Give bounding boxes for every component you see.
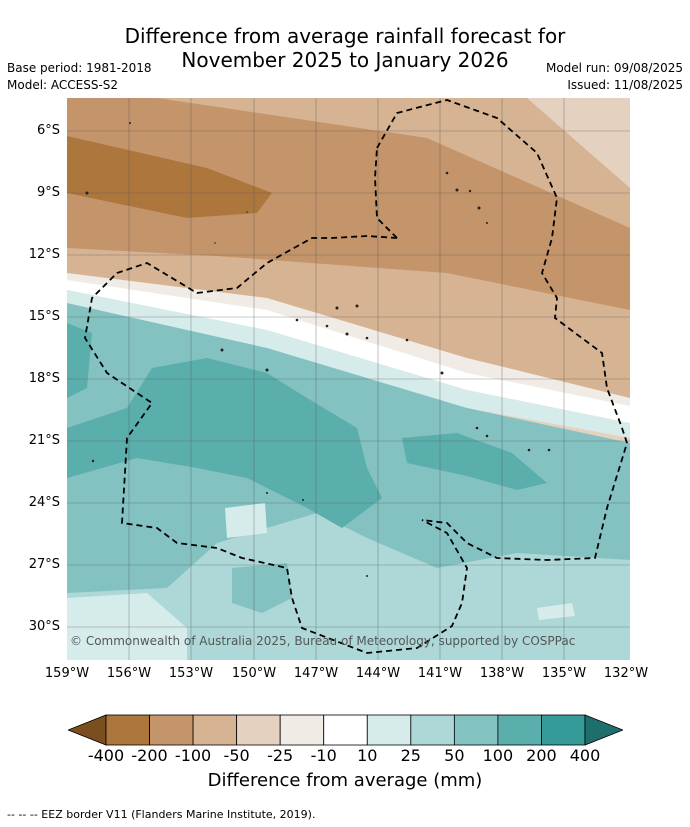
colorbar-tick-label: -200 — [131, 746, 168, 765]
lon-label: 135°W — [541, 666, 587, 681]
colorbar-segment — [410, 714, 455, 746]
colorbar-segment — [541, 714, 586, 746]
rainfall-map: © Commonwealth of Australia 2025, Bureau… — [67, 98, 630, 660]
lon-label: 147°W — [293, 666, 339, 681]
region-southeast-light — [537, 603, 575, 620]
band-slight-wet — [67, 290, 630, 438]
base-period: Base period: 1981-2018 — [7, 61, 152, 75]
meta-left: Base period: 1981-2018 Model: ACCESS-S2 — [7, 60, 152, 94]
colorbar-tick-label: -100 — [174, 746, 212, 765]
colorbar-tick-label: 50 — [444, 746, 465, 765]
region-teal-100-east — [402, 433, 547, 490]
region-light-box — [225, 503, 267, 538]
colorbar-segment — [105, 714, 150, 746]
colorbar-tick-label: 25 — [400, 746, 421, 765]
lon-label: 132°W — [603, 666, 649, 681]
lat-label: 21°S — [28, 433, 60, 448]
lon-label: 153°W — [168, 666, 214, 681]
lat-label: 24°S — [28, 495, 60, 510]
copyright-text: © Commonwealth of Australia 2025, Bureau… — [70, 634, 575, 648]
lat-label: 6°S — [36, 123, 60, 138]
title-line-1: Difference from average rainfall forecas… — [124, 24, 566, 48]
lat-label: 27°S — [28, 557, 60, 572]
colorbar-tick-label: -50 — [223, 746, 250, 765]
lon-label: 159°W — [44, 666, 90, 681]
region-lower-teal — [232, 563, 292, 613]
grid-lines — [67, 98, 630, 660]
colorbar-tick-label: 10 — [357, 746, 378, 765]
colorbar-segment — [323, 714, 368, 746]
colorbar-segment — [453, 714, 499, 746]
colorbar-right-arrow — [584, 714, 623, 746]
colorbar — [68, 714, 623, 746]
issued-date: Issued: 11/08/2025 — [567, 78, 683, 92]
lon-label: 150°W — [231, 666, 277, 681]
colorbar-segment — [366, 714, 412, 746]
lon-label: 156°W — [106, 666, 152, 681]
colorbar-tick-label: 200 — [526, 746, 557, 765]
colorbar-segment — [279, 714, 325, 746]
colorbar-segment — [497, 714, 542, 746]
lon-label: 144°W — [355, 666, 401, 681]
lat-label: 15°S — [28, 309, 60, 324]
lat-label: 12°S — [28, 247, 60, 262]
colorbar-segment — [149, 714, 194, 746]
model-run: Model run: 09/08/2025 — [545, 61, 683, 75]
lat-label: 9°S — [36, 185, 60, 200]
colorbar-segment — [192, 714, 238, 746]
model-name: Model: ACCESS-S2 — [7, 78, 119, 92]
colorbar-tick-label: 100 — [482, 746, 514, 765]
colorbar-tick-label: -25 — [267, 746, 294, 765]
colorbar-tick-label: -400 — [87, 746, 125, 765]
islands — [85, 122, 551, 577]
colorbar-left-arrow — [68, 714, 107, 746]
region-teal-100-central — [67, 358, 382, 528]
meta-right: Model run: 09/08/2025 Issued: 11/08/2025 — [546, 60, 683, 94]
colorbar-title: Difference from average (mm) — [207, 770, 483, 791]
lat-label: 30°S — [28, 619, 60, 634]
band-medium-brown — [67, 98, 630, 310]
lon-label: 141°W — [417, 666, 463, 681]
lat-label: 18°S — [28, 371, 60, 386]
region-southwest-light — [67, 593, 187, 660]
map-title: Difference from average rainfall forecas… — [0, 24, 690, 72]
title-line-2: November 2025 to January 2026 — [181, 48, 509, 72]
eez-footnote: -- -- -- EEZ border V11 (Flanders Marine… — [7, 808, 316, 821]
colorbar-segment — [236, 714, 281, 746]
colorbar-tick-label: -10 — [310, 746, 337, 765]
eez-border — [84, 99, 628, 654]
band-white — [67, 280, 630, 423]
colorbar-tick-label: 400 — [569, 746, 601, 765]
lon-label: 138°W — [479, 666, 525, 681]
band-dark-brown — [67, 136, 272, 218]
